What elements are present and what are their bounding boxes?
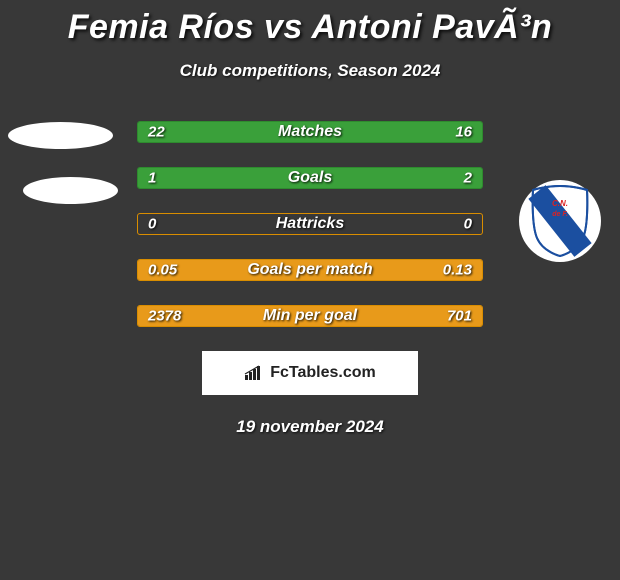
stat-label: Matches	[138, 123, 482, 141]
player-avatar-placeholder	[8, 122, 113, 149]
stat-value-right: 701	[447, 308, 472, 325]
svg-text:de F.: de F.	[552, 211, 568, 218]
stat-row: 2378Min per goal701	[137, 305, 483, 327]
branding-badge[interactable]: FcTables.com	[202, 351, 418, 395]
stat-label: Goals per match	[138, 261, 482, 279]
subtitle: Club competitions, Season 2024	[0, 61, 620, 81]
club-badge-right: C.N. de F.	[519, 180, 601, 262]
stat-row: 0Hattricks0	[137, 213, 483, 235]
shield-icon: C.N. de F.	[525, 184, 595, 258]
stat-row: 22Matches16	[137, 121, 483, 143]
page-title: Femia Ríos vs Antoni PavÃ³n	[0, 8, 620, 47]
stat-value-right: 16	[455, 124, 472, 141]
player-avatar-placeholder	[23, 177, 118, 204]
stat-value-right: 0.13	[443, 262, 472, 279]
stat-label: Goals	[138, 169, 482, 187]
stat-label: Min per goal	[138, 307, 482, 325]
stat-row: 0.05Goals per match0.13	[137, 259, 483, 281]
branding-text: FcTables.com	[270, 364, 376, 382]
stat-value-right: 2	[464, 170, 472, 187]
bar-chart-icon	[244, 365, 264, 381]
date-line: 19 november 2024	[0, 417, 620, 437]
svg-text:C.N.: C.N.	[552, 199, 568, 208]
stat-row: 1Goals2	[137, 167, 483, 189]
stat-label: Hattricks	[138, 215, 482, 233]
stat-value-right: 0	[464, 216, 472, 233]
